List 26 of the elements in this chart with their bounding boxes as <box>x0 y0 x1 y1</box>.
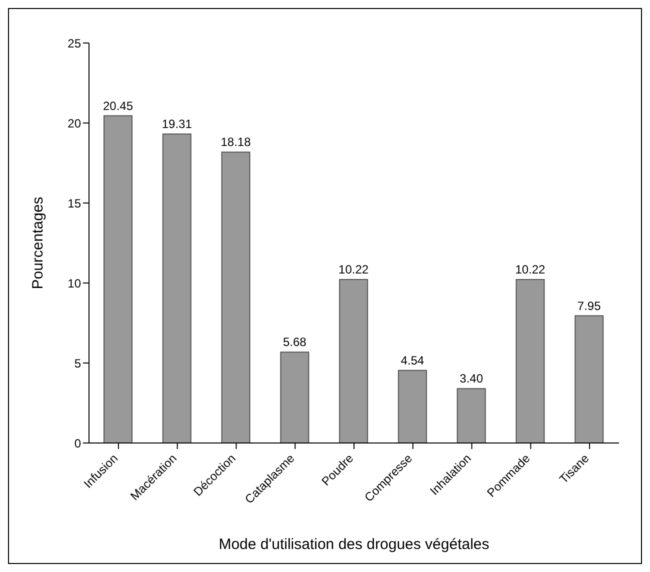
y-tick-label: 20 <box>68 116 82 130</box>
y-axis-title: Pourcentages <box>29 196 46 290</box>
y-tick-label: 5 <box>74 356 82 370</box>
data-label: 7.95 <box>577 298 602 313</box>
data-label: 3.40 <box>460 372 484 386</box>
data-label: 10.22 <box>515 262 546 276</box>
data-label: 4.54 <box>400 353 424 368</box>
bar <box>574 315 604 443</box>
bar <box>456 388 486 443</box>
bar <box>280 352 310 443</box>
y-tick-label: 0 <box>74 436 82 450</box>
bar <box>516 278 545 443</box>
bar <box>104 115 132 443</box>
data-label: 19.31 <box>162 117 192 132</box>
y-tick-label: 15 <box>68 196 82 210</box>
data-label: 20.45 <box>102 98 134 113</box>
y-tick-label: 25 <box>68 36 82 50</box>
bar <box>221 152 250 443</box>
bar <box>339 278 368 443</box>
bar <box>398 370 427 443</box>
data-label: 5.68 <box>282 335 307 350</box>
y-tick-label: 10 <box>68 276 82 290</box>
bar <box>162 134 192 443</box>
data-label: 18.18 <box>220 135 252 150</box>
x-axis-title: Mode d'utilisation des drogues végétales <box>218 536 490 553</box>
data-label: 10.22 <box>338 262 369 276</box>
